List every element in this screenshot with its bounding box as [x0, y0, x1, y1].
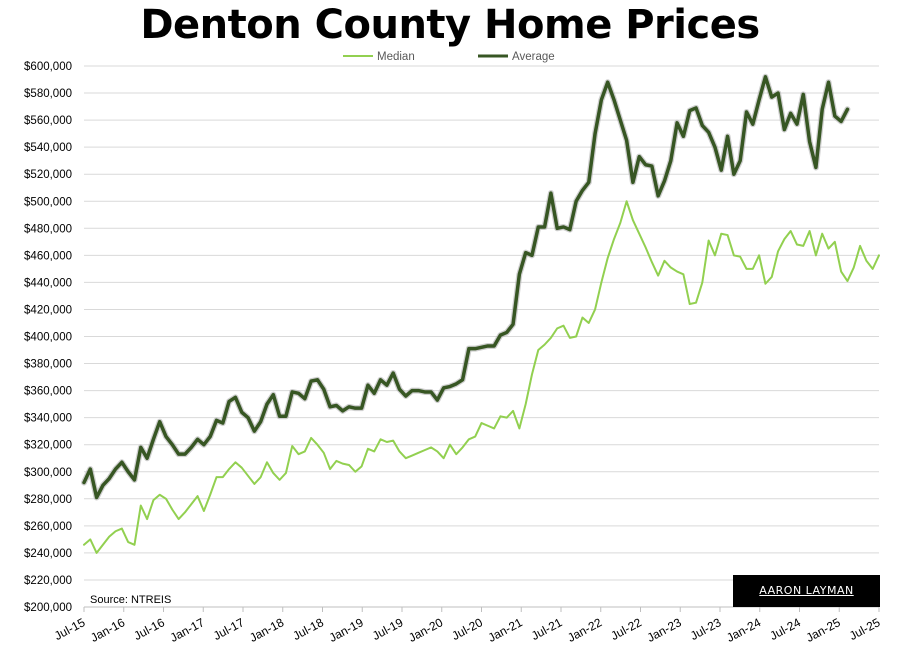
- y-tick-label: $220,000: [24, 575, 72, 587]
- x-tick-label: Jul-21: [529, 615, 565, 643]
- gridlines: [84, 65, 879, 608]
- y-tick-label: $480,000: [24, 223, 72, 235]
- y-tick-label: $460,000: [24, 250, 72, 262]
- y-tick-label: $400,000: [24, 332, 72, 344]
- x-tick-label: Jan-24: [724, 615, 763, 645]
- x-tick-label: Jan-21: [486, 615, 525, 645]
- y-tick-label: $440,000: [24, 277, 72, 289]
- y-tick-label: $380,000: [24, 359, 72, 371]
- x-tick-label: Jan-16: [88, 615, 127, 645]
- legend-label-median: Median: [377, 51, 415, 63]
- x-tick-label: Jul-18: [290, 615, 326, 643]
- y-tick-label: $500,000: [24, 196, 72, 208]
- brand-logo: AARON LAYMAN: [733, 575, 880, 607]
- x-tick-label: Jul-16: [131, 615, 167, 643]
- series-line-average-shadow: [81, 73, 851, 501]
- legend-label-average: Average: [512, 51, 555, 63]
- x-tick-label: Jul-17: [211, 615, 247, 643]
- y-tick-label: $340,000: [24, 413, 72, 425]
- x-tick-label: Jan-19: [327, 615, 366, 645]
- x-tick-label: Jul-22: [608, 615, 644, 643]
- x-tick-label: Jan-22: [565, 615, 604, 645]
- series-lines: [81, 73, 880, 554]
- y-tick-label: $200,000: [24, 602, 72, 614]
- y-tick-label: $280,000: [24, 494, 72, 506]
- axes: [83, 606, 880, 612]
- x-tick-label: Jul-23: [688, 615, 724, 643]
- chart-title: Denton County Home Prices: [140, 2, 760, 48]
- x-tick-label: Jul-20: [449, 615, 485, 643]
- y-tick-label: $600,000: [24, 61, 72, 73]
- y-tick-label: $540,000: [24, 142, 72, 154]
- x-tick-labels: Jul-15 Jan-16 Jul-16 Jan-17 Jul-17 Jan-18 Jul-…: [52, 615, 883, 645]
- y-tick-label: $240,000: [24, 548, 72, 560]
- y-tick-label: $360,000: [24, 386, 72, 398]
- x-tick-label: Jul-24: [767, 615, 803, 643]
- source-note: Source: NTREIS: [90, 594, 172, 606]
- x-tick-label: Jul-25: [847, 615, 883, 643]
- series-line-median: [83, 200, 880, 554]
- y-tick-label: $580,000: [24, 88, 72, 100]
- y-tick-label: $260,000: [24, 521, 72, 533]
- x-tick-label: Jan-18: [247, 615, 286, 645]
- legend: Median Average: [343, 51, 555, 63]
- x-tick-label: Jan-25: [804, 615, 843, 645]
- y-tick-label: $560,000: [24, 115, 72, 127]
- y-tick-label: $320,000: [24, 440, 72, 452]
- series-line-average: [82, 75, 850, 500]
- y-tick-label: $420,000: [24, 304, 72, 316]
- x-tick-label: Jan-20: [406, 615, 445, 645]
- y-tick-label: $300,000: [24, 467, 72, 479]
- x-tick-label: Jul-15: [52, 615, 88, 643]
- y-tick-label: $520,000: [24, 169, 72, 181]
- brand-logo-text: AARON LAYMAN: [759, 584, 854, 597]
- x-tick-label: Jul-19: [370, 615, 406, 643]
- x-tick-label: Jan-17: [168, 615, 207, 645]
- x-tick-label: Jan-23: [645, 615, 684, 645]
- y-tick-labels: $200,000 $220,000 $240,000 $260,000 $280,000…: [24, 61, 72, 614]
